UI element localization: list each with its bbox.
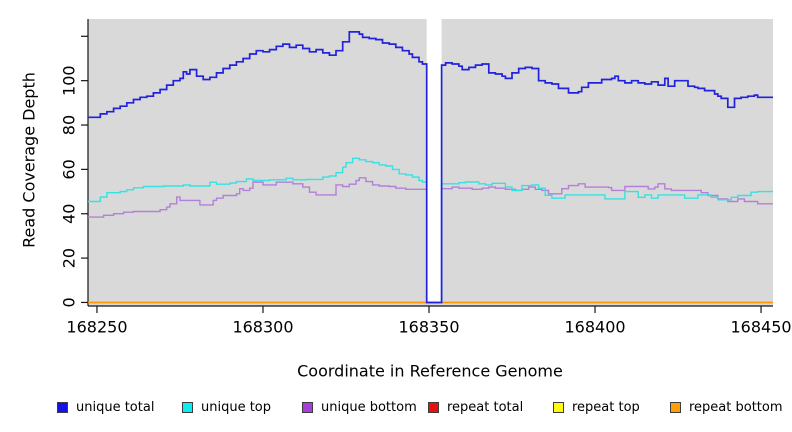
svg-text:168300: 168300 [232, 318, 293, 337]
svg-text:20: 20 [60, 248, 79, 268]
svg-text:100: 100 [60, 65, 79, 96]
legend-item-repeat-total: repeat total [428, 400, 523, 415]
legend-label: unique top [201, 400, 272, 415]
unique-bottom-swatch-icon [302, 402, 313, 413]
svg-text:168250: 168250 [66, 318, 127, 337]
series-unique-total [88, 31, 773, 304]
legend-label: unique bottom [321, 400, 417, 415]
legend-label: repeat total [447, 400, 524, 415]
legend-item-unique-bottom: unique bottom [302, 400, 417, 415]
x-axis-title: Coordinate in Reference Genome [297, 361, 563, 381]
repeat-bottom-swatch-icon [670, 402, 681, 413]
svg-text:168350: 168350 [398, 318, 459, 337]
legend-item-repeat-top: repeat top [553, 400, 640, 415]
repeat-top-swatch-icon [553, 402, 564, 413]
series-unique-bottom [88, 177, 773, 304]
svg-text:0: 0 [60, 297, 79, 307]
svg-text:168450: 168450 [731, 318, 792, 337]
unique-total-swatch-icon [57, 402, 68, 413]
legend-item-repeat-bottom: repeat bottom [670, 400, 783, 415]
svg-text:60: 60 [60, 159, 79, 179]
legend: unique total unique top unique bottom re… [0, 400, 792, 420]
y-axis-title: Read Coverage Depth [19, 72, 39, 248]
legend-label: repeat bottom [689, 400, 783, 415]
svg-text:80: 80 [60, 115, 79, 135]
legend-item-unique-total: unique total [57, 400, 154, 415]
legend-label: unique total [76, 400, 155, 415]
svg-text:168400: 168400 [564, 318, 625, 337]
series-unique-top [88, 157, 773, 304]
unique-top-swatch-icon [182, 402, 193, 413]
svg-text:40: 40 [60, 204, 79, 224]
legend-label: repeat top [572, 400, 640, 415]
repeat-total-swatch-icon [428, 402, 439, 413]
legend-item-unique-top: unique top [182, 400, 271, 415]
